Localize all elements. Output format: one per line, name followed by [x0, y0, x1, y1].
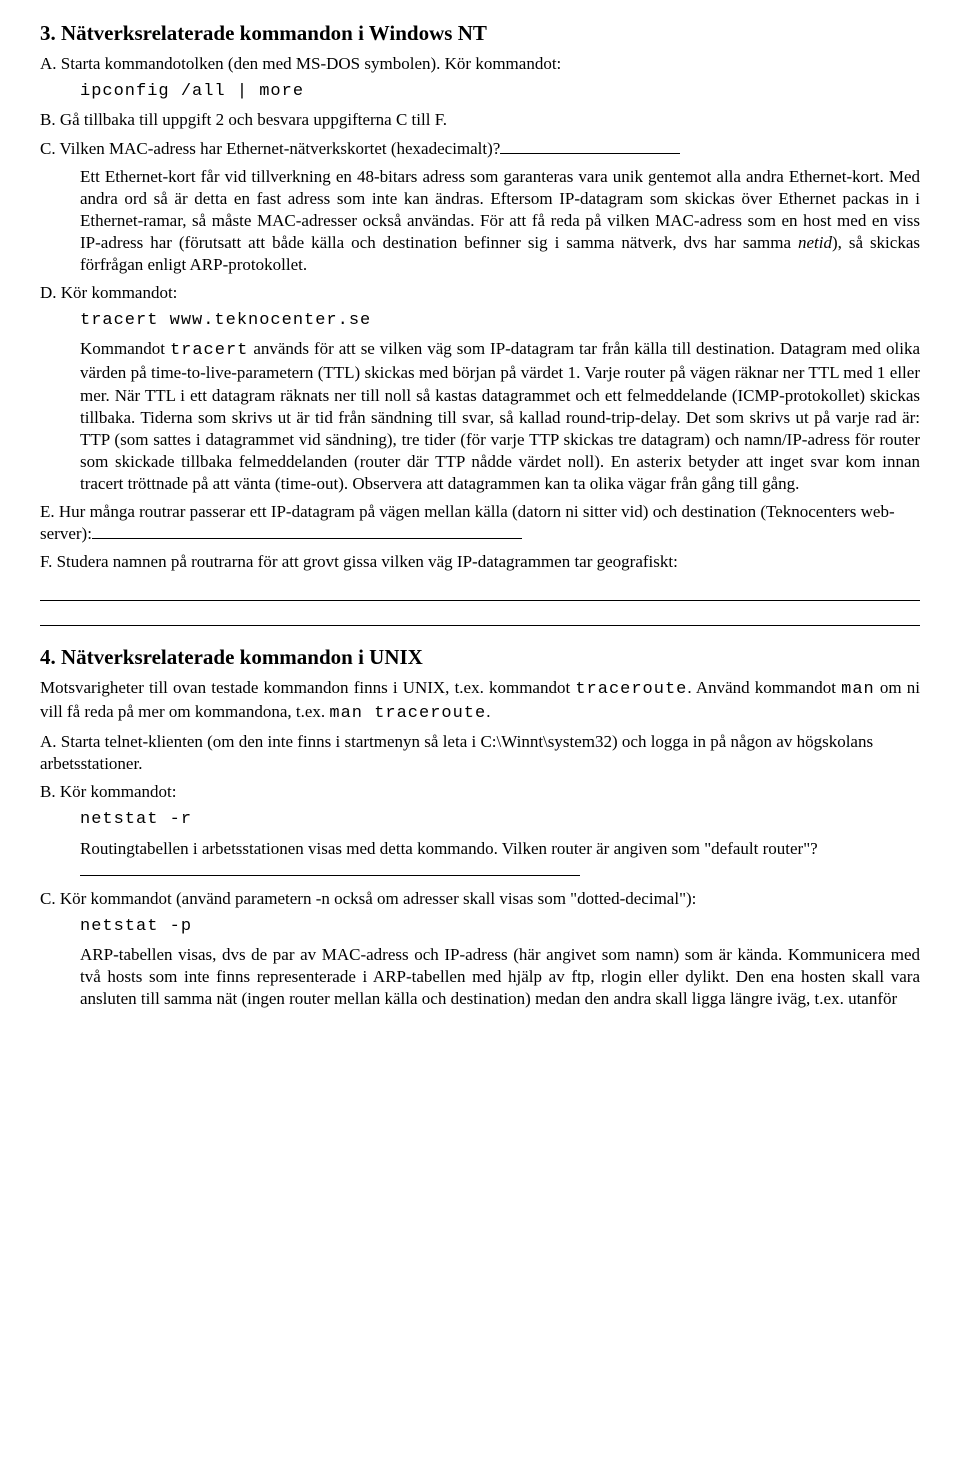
section3-C-para: Ett Ethernet-kort får vid tillverkning e… — [80, 166, 920, 276]
section4-intro: Motsvarigheter till ovan testade kommand… — [40, 677, 920, 725]
section3-A: A. Starta kommandotolken (den med MS-DOS… — [40, 53, 920, 75]
section3-A-cmd: ipconfig /all | more — [80, 81, 920, 103]
section3-C-netid: netid — [798, 233, 832, 252]
section3-D-cmd: tracert www.teknocenter.se — [80, 310, 920, 332]
section4-heading: 4. Nätverksrelaterade kommandon i UNIX — [40, 644, 920, 671]
blank-B4 — [80, 875, 580, 876]
section3-D-para: Kommandot tracert används för att se vil… — [80, 338, 920, 495]
section3-E: E. Hur många routrar passerar ett IP-dat… — [40, 501, 920, 545]
blank-F — [40, 579, 920, 600]
section4-intro-mid: . Använd kommandot — [687, 678, 841, 697]
section-divider — [40, 625, 920, 626]
section3-D-para-body: används för att se vilken väg som IP-dat… — [80, 339, 920, 493]
section4-C: C. Kör kommandot (använd parametern -n o… — [40, 888, 920, 910]
section3-D-para-pre: Kommandot — [80, 339, 170, 358]
section4-B-cmd: netstat -r — [80, 809, 920, 831]
section3-F: F. Studera namnen på routrarna för att g… — [40, 551, 920, 573]
section3-B: B. Gå tillbaka till uppgift 2 och besvar… — [40, 109, 920, 131]
section4-B-para: Routingtabellen i arbetsstationen visas … — [80, 838, 920, 882]
section3-C-para1: Ett Ethernet-kort får vid tillverkning e… — [80, 167, 920, 252]
section3-D-cmd-inline: tracert — [170, 341, 248, 360]
section3-heading: 3. Nätverksrelaterade kommandon i Window… — [40, 20, 920, 47]
section4-A: A. Starta telnet-klienten (om den inte f… — [40, 731, 920, 775]
section4-C-para: ARP-tabellen visas, dvs de par av MAC-ad… — [80, 944, 920, 1010]
section4-intro-cmd1: traceroute — [575, 680, 687, 699]
section3-D: D. Kör kommandot: — [40, 282, 920, 304]
section4-B-para-text: Routingtabellen i arbetsstationen visas … — [80, 839, 818, 858]
section3-C-prefix: C. Vilken MAC-adress har Ethernet-nätver… — [40, 139, 500, 158]
section3-E-text: E. Hur många routrar passerar ett IP-dat… — [40, 502, 895, 543]
section3-C-line: C. Vilken MAC-adress har Ethernet-nätver… — [40, 138, 920, 160]
section4-intro-cmd2: man — [841, 680, 875, 699]
section4-B: B. Kör kommandot: — [40, 781, 920, 803]
section4-intro-cmd3: man traceroute — [329, 704, 486, 723]
blank-C — [500, 153, 680, 154]
section4-intro-tail: . — [486, 702, 490, 721]
section4-intro-pre: Motsvarigheter till ovan testade kommand… — [40, 678, 575, 697]
section4-C-cmd: netstat -p — [80, 916, 920, 938]
blank-E — [92, 538, 522, 539]
